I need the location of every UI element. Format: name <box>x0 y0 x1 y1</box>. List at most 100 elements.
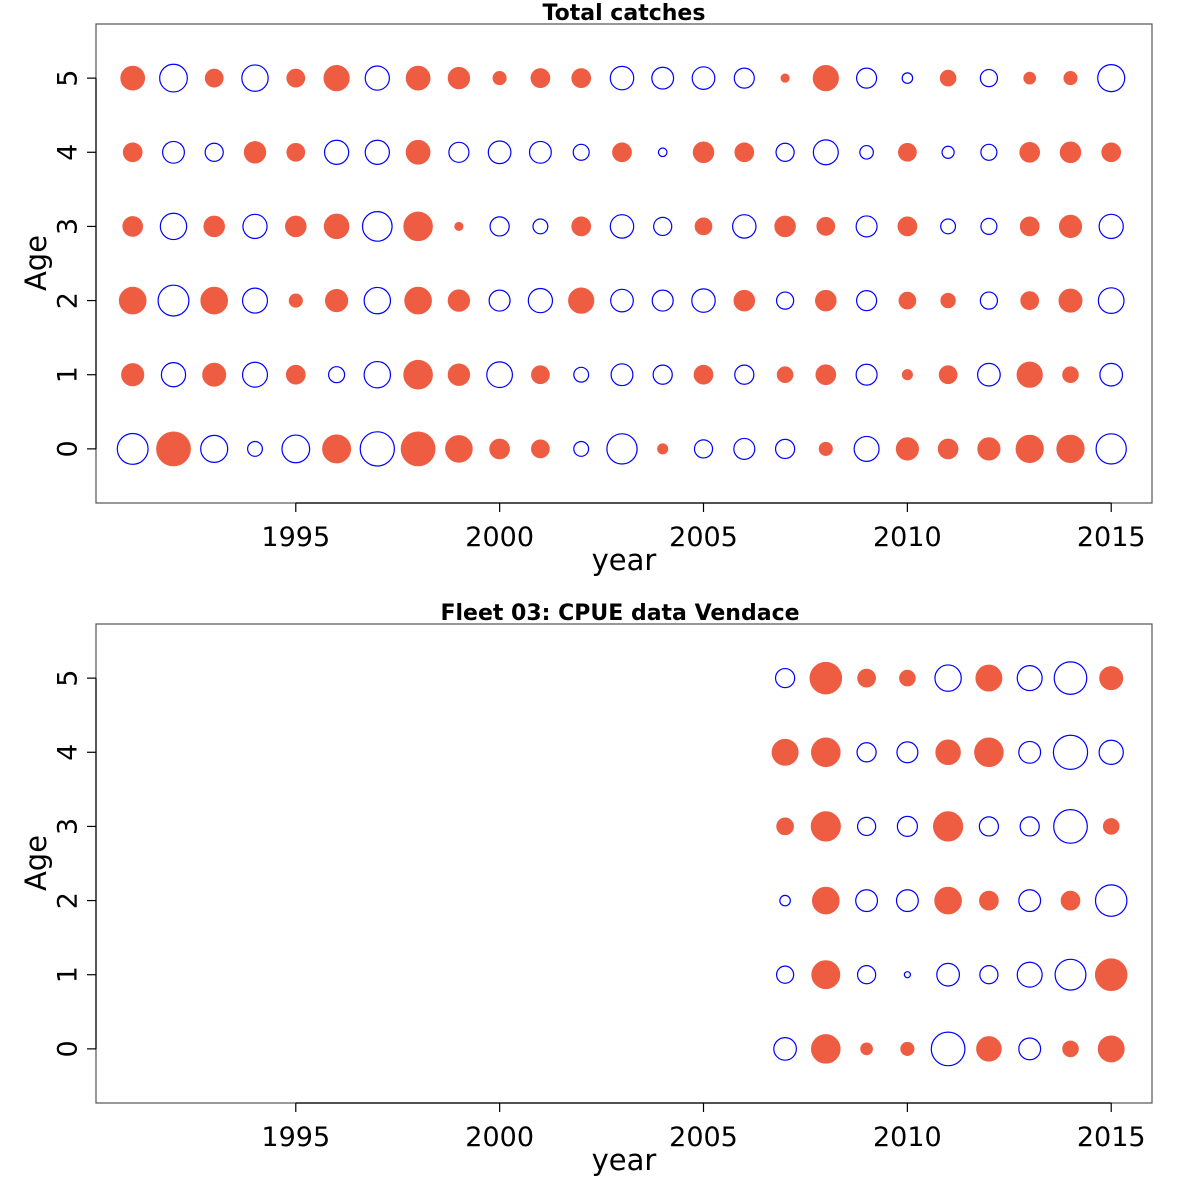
y-tick-label: 3 <box>53 218 84 235</box>
positive-residual-bubble <box>1099 666 1124 691</box>
positive-residual-bubble <box>937 438 959 460</box>
negative-residual-bubble <box>1053 661 1088 695</box>
positive-residual-bubble <box>811 737 841 768</box>
positive-residual-bubble <box>447 289 471 312</box>
negative-residual-bubble <box>157 284 190 317</box>
positive-residual-bubble <box>1060 890 1081 911</box>
positive-residual-bubble <box>940 292 956 309</box>
x-tick-label: 2005 <box>669 522 738 553</box>
negative-residual-bubble <box>855 215 878 238</box>
negative-residual-bubble <box>527 287 554 314</box>
negative-residual-bubble <box>364 139 390 165</box>
y-axis: 0 1 2 3 4 5 <box>52 670 97 1057</box>
y-tick-label: 4 <box>52 144 83 161</box>
positive-residual-bubble <box>403 359 433 390</box>
positive-residual-bubble <box>1016 361 1043 388</box>
negative-residual-bubble <box>486 361 514 389</box>
positive-residual-bubble <box>122 216 144 237</box>
y-tick-label: 0 <box>52 1040 83 1057</box>
positive-residual-bubble <box>1059 141 1082 164</box>
panel-title: Fleet 03: CPUE data Vendace <box>440 601 799 626</box>
negative-residual-bubble <box>774 438 796 460</box>
negative-residual-bubble <box>159 212 188 241</box>
positive-residual-bubble <box>403 211 433 242</box>
positive-residual-bubble <box>1019 141 1041 163</box>
positive-residual-bubble <box>447 66 471 90</box>
x-tick-label: 2015 <box>1077 1122 1146 1153</box>
positive-residual-bubble <box>771 738 799 766</box>
negative-residual-bubble <box>1099 362 1124 387</box>
negative-residual-bubble <box>1097 287 1125 315</box>
positive-residual-bubble <box>447 363 471 386</box>
positive-residual-bubble <box>811 960 841 990</box>
negative-residual-bubble <box>895 889 919 913</box>
y-tick-label: 3 <box>53 818 84 835</box>
x-axis: 1995 2000 2005 2010 2015 <box>261 502 1146 553</box>
positive-residual-bubble <box>897 216 918 237</box>
positive-residual-bubble <box>203 215 225 238</box>
positive-residual-bubble <box>118 286 147 315</box>
negative-residual-bubble <box>651 289 674 312</box>
negative-residual-bubble <box>733 437 756 460</box>
negative-residual-bubble <box>901 72 914 84</box>
negative-residual-bubble <box>779 894 791 907</box>
negative-residual-bubble <box>856 742 877 763</box>
negative-residual-bubble <box>241 287 269 314</box>
negative-residual-bubble <box>657 147 668 158</box>
positive-residual-bubble <box>454 221 464 231</box>
positive-residual-bubble <box>200 286 228 315</box>
y-tick-label: 5 <box>53 70 84 87</box>
negative-residual-bubble <box>775 965 795 984</box>
positive-residual-bubble <box>900 1041 915 1056</box>
negative-residual-bubble <box>733 67 755 89</box>
positive-residual-bubble <box>901 369 913 381</box>
negative-residual-bubble <box>691 66 716 90</box>
negative-residual-bubble <box>610 288 634 313</box>
negative-residual-bubble <box>363 360 392 389</box>
positive-residual-bubble <box>693 364 714 385</box>
positive-residual-bubble <box>1023 71 1037 85</box>
negative-residual-bubble <box>856 816 877 837</box>
positive-residual-bubble <box>322 434 352 464</box>
panel-total-catches: Total catches 1995 2000 2005 2010 2015 0 1 2 3 4… <box>19 1 1153 577</box>
negative-residual-bubble <box>978 816 1000 837</box>
negative-residual-bubble <box>116 432 149 465</box>
negative-residual-bubble <box>1018 1037 1042 1061</box>
negative-residual-bubble <box>732 214 757 239</box>
x-axis-title: year <box>592 543 657 577</box>
positive-residual-bubble <box>774 215 796 238</box>
y-tick-label: 2 <box>52 892 83 909</box>
negative-residual-bubble <box>1053 808 1088 844</box>
positive-residual-bubble <box>1102 818 1120 835</box>
bubble-marks <box>771 661 1128 1067</box>
x-axis: 1995 2000 2005 2010 2015 <box>261 1102 1146 1153</box>
positive-residual-bubble <box>692 141 715 164</box>
negative-residual-bubble <box>775 142 795 162</box>
positive-residual-bubble <box>531 365 550 385</box>
negative-residual-bubble <box>734 364 755 385</box>
positive-residual-bubble <box>938 365 958 385</box>
positive-residual-bubble <box>445 435 473 463</box>
positive-residual-bubble <box>120 65 146 91</box>
positive-residual-bubble <box>405 139 431 165</box>
negative-residual-bubble <box>1019 816 1040 837</box>
plot-frame <box>95 23 1153 504</box>
negative-residual-bubble <box>241 64 269 92</box>
negative-residual-bubble <box>359 431 395 467</box>
positive-residual-bubble <box>1056 434 1085 464</box>
positive-residual-bubble <box>977 437 1001 461</box>
x-tick-label: 2000 <box>465 1122 534 1153</box>
y-tick-label: 5 <box>53 670 84 687</box>
positive-residual-bubble <box>568 287 595 314</box>
positive-residual-bubble <box>657 443 669 455</box>
negative-residual-bubble <box>903 971 912 979</box>
positive-residual-bubble <box>975 664 1003 692</box>
negative-residual-bubble <box>241 361 269 388</box>
negative-residual-bubble <box>606 433 638 465</box>
positive-residual-bubble <box>860 1042 873 1056</box>
negative-residual-bubble <box>162 140 185 164</box>
negative-residual-bubble <box>528 140 552 164</box>
x-tick-label: 2000 <box>465 522 534 553</box>
negative-residual-bubble <box>652 364 673 385</box>
